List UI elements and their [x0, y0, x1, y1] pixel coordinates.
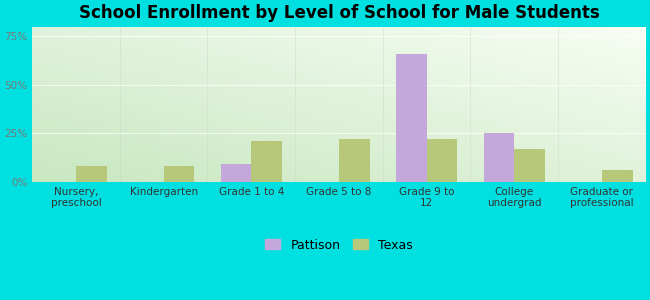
Bar: [602, 170, 632, 182]
Bar: [164, 167, 194, 182]
Bar: [339, 139, 370, 182]
Bar: [484, 134, 514, 182]
Bar: [76, 167, 107, 182]
Bar: [426, 139, 458, 182]
Title: School Enrollment by Level of School for Male Students: School Enrollment by Level of School for…: [79, 4, 599, 22]
Bar: [252, 141, 282, 182]
Bar: [220, 164, 252, 182]
Legend: Pattison, Texas: Pattison, Texas: [261, 234, 417, 256]
Bar: [514, 149, 545, 182]
Bar: [396, 54, 426, 182]
